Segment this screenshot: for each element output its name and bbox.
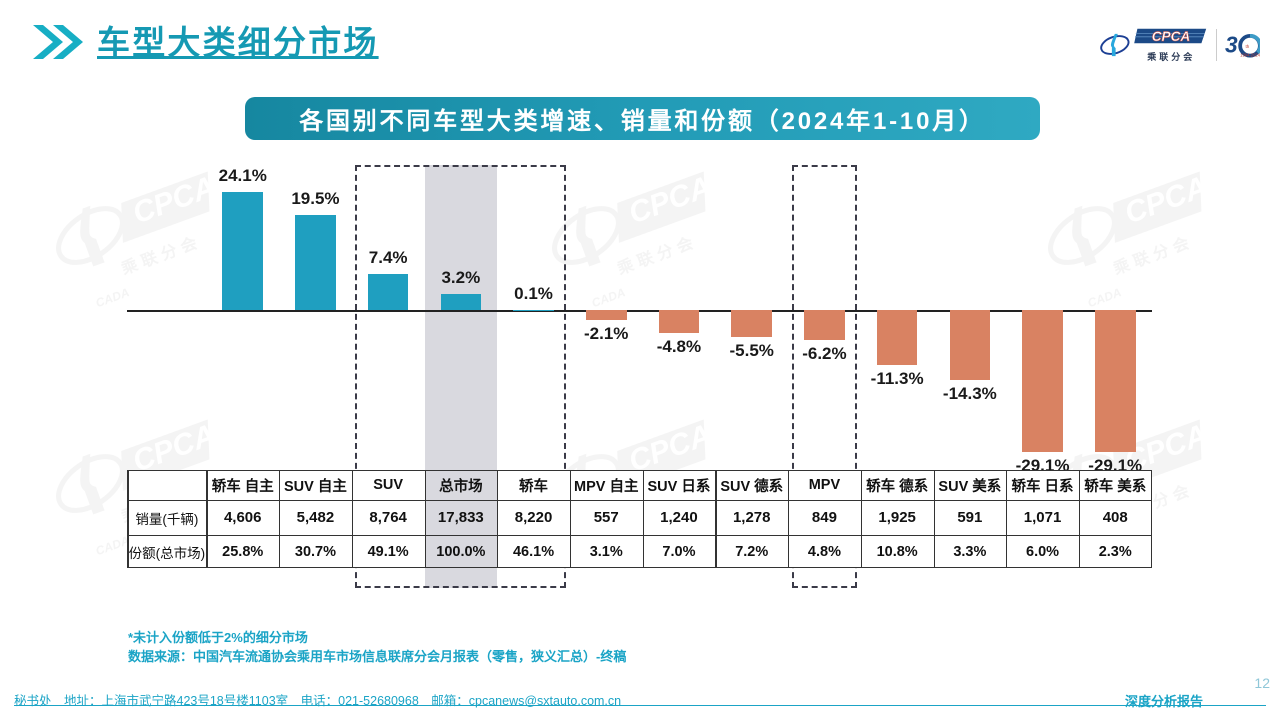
svg-text:th: th [1246,44,1250,49]
svg-text:CPCA: CPCA [1152,28,1191,43]
svg-text:3: 3 [1225,32,1238,58]
svg-text:1994-2024: 1994-2024 [1240,52,1260,57]
